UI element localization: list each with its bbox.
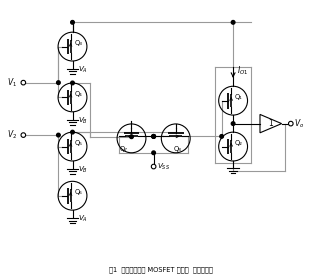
Circle shape — [152, 151, 156, 155]
Text: $V_2$: $V_2$ — [7, 129, 17, 141]
Circle shape — [21, 80, 26, 85]
Circle shape — [289, 121, 293, 126]
Circle shape — [21, 133, 26, 137]
Circle shape — [152, 135, 156, 138]
Text: $V_o$: $V_o$ — [294, 117, 304, 130]
Text: $V_1$: $V_1$ — [7, 76, 17, 89]
Circle shape — [71, 130, 74, 134]
Text: Q₂: Q₂ — [235, 140, 243, 146]
Text: Q₈: Q₈ — [174, 146, 181, 151]
Text: Q₆: Q₆ — [74, 190, 82, 195]
Text: Q₅: Q₅ — [74, 140, 82, 146]
Text: $V_A$: $V_A$ — [78, 65, 88, 75]
Circle shape — [152, 135, 156, 138]
Circle shape — [71, 81, 74, 85]
Text: Q₁: Q₁ — [235, 94, 243, 101]
Text: Q₄: Q₄ — [74, 91, 82, 97]
Text: $V_A$: $V_A$ — [78, 214, 88, 224]
Text: Q₃: Q₃ — [74, 40, 82, 46]
Circle shape — [57, 81, 60, 85]
Text: $V_B$: $V_B$ — [78, 116, 88, 126]
Text: 1: 1 — [268, 119, 272, 128]
Circle shape — [231, 122, 235, 125]
Circle shape — [231, 20, 235, 24]
Text: $V_B$: $V_B$ — [78, 165, 88, 175]
Circle shape — [152, 135, 156, 138]
Text: 图1  该电路只使用 MOSFET 来提供  方根功能。: 图1 该电路只使用 MOSFET 来提供 方根功能。 — [109, 266, 213, 273]
Text: Q₇: Q₇ — [119, 146, 127, 151]
Circle shape — [151, 164, 156, 169]
Circle shape — [220, 135, 223, 138]
Text: $I_{O1}$: $I_{O1}$ — [237, 65, 249, 77]
Text: $V_{SS}$: $V_{SS}$ — [157, 162, 170, 172]
Circle shape — [71, 20, 74, 24]
Circle shape — [130, 135, 133, 139]
Circle shape — [57, 133, 60, 137]
